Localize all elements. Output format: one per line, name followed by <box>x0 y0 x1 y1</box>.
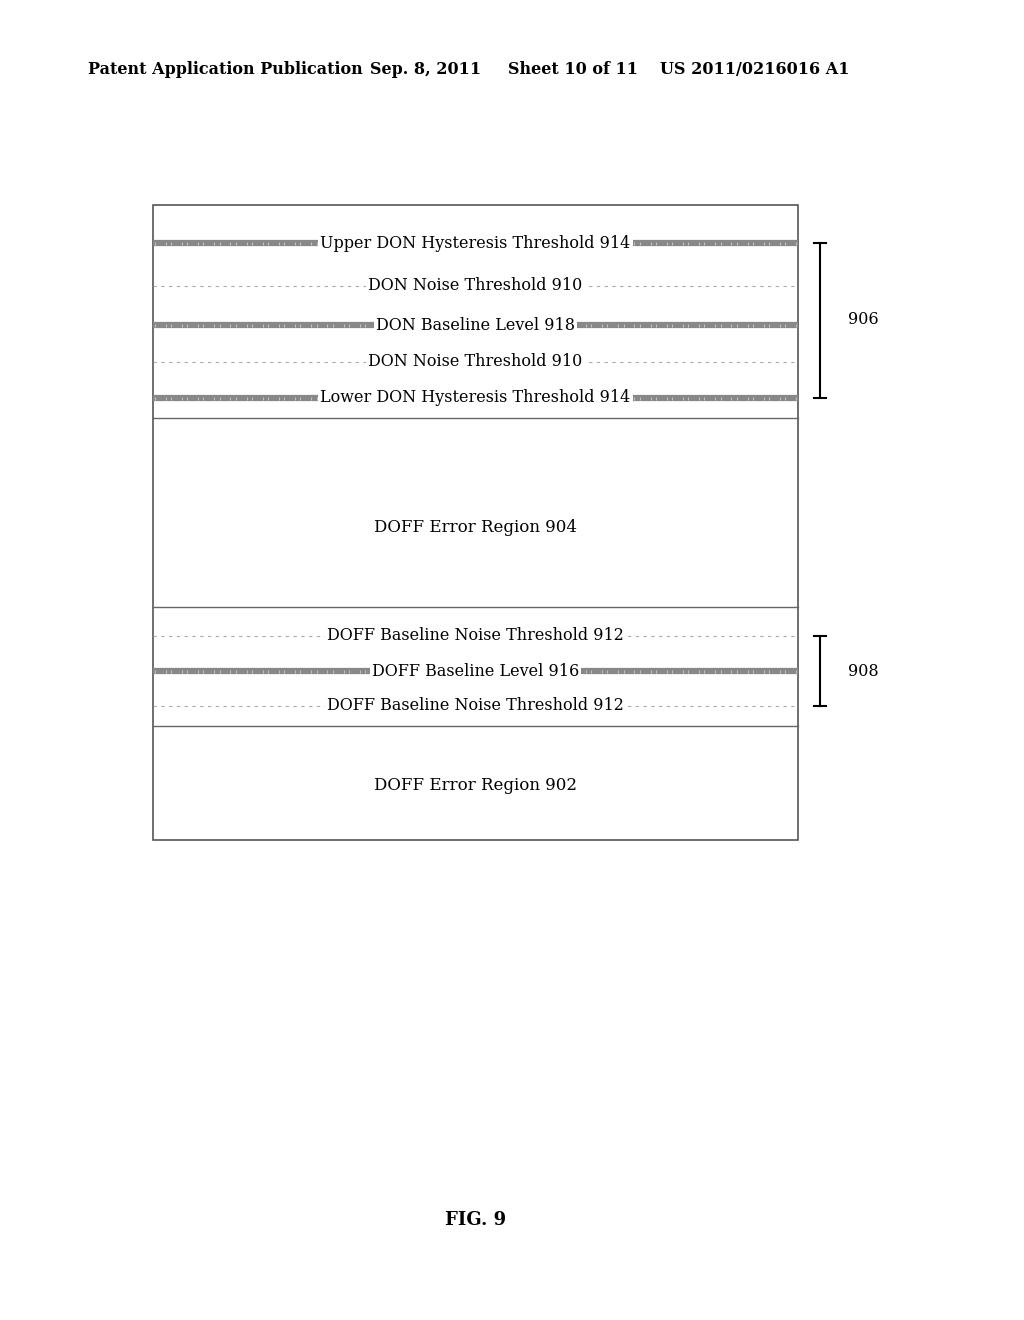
Bar <box>153 205 798 840</box>
Text: DOFF Error Region 902: DOFF Error Region 902 <box>374 776 577 793</box>
Text: Upper DON Hysteresis Threshold 914: Upper DON Hysteresis Threshold 914 <box>321 235 631 252</box>
Text: DON Baseline Level 918: DON Baseline Level 918 <box>376 317 575 334</box>
Text: FIG. 9: FIG. 9 <box>445 1210 506 1229</box>
Text: Sep. 8, 2011: Sep. 8, 2011 <box>370 62 481 78</box>
Text: 908: 908 <box>848 663 879 680</box>
Text: DON Noise Threshold 910: DON Noise Threshold 910 <box>369 277 583 294</box>
Text: Patent Application Publication: Patent Application Publication <box>88 62 362 78</box>
Text: DOFF Baseline Noise Threshold 912: DOFF Baseline Noise Threshold 912 <box>327 697 624 714</box>
Text: 906: 906 <box>848 312 879 329</box>
Text: DOFF Baseline Noise Threshold 912: DOFF Baseline Noise Threshold 912 <box>327 627 624 644</box>
Text: Lower DON Hysteresis Threshold 914: Lower DON Hysteresis Threshold 914 <box>321 389 631 407</box>
Text: DOFF Baseline Level 916: DOFF Baseline Level 916 <box>372 663 580 680</box>
Text: DON Noise Threshold 910: DON Noise Threshold 910 <box>369 354 583 371</box>
Text: DOFF Error Region 904: DOFF Error Region 904 <box>374 520 577 536</box>
Text: US 2011/0216016 A1: US 2011/0216016 A1 <box>660 62 850 78</box>
Text: Sheet 10 of 11: Sheet 10 of 11 <box>508 62 638 78</box>
